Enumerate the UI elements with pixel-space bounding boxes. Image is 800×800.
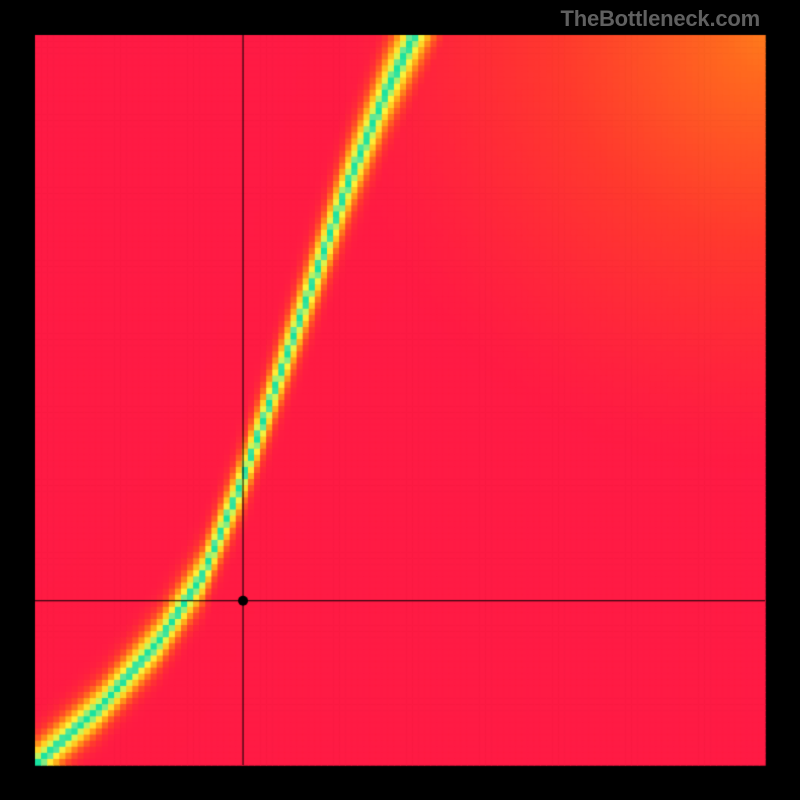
bottleneck-heatmap (0, 0, 800, 800)
watermark-text: TheBottleneck.com (560, 6, 760, 32)
